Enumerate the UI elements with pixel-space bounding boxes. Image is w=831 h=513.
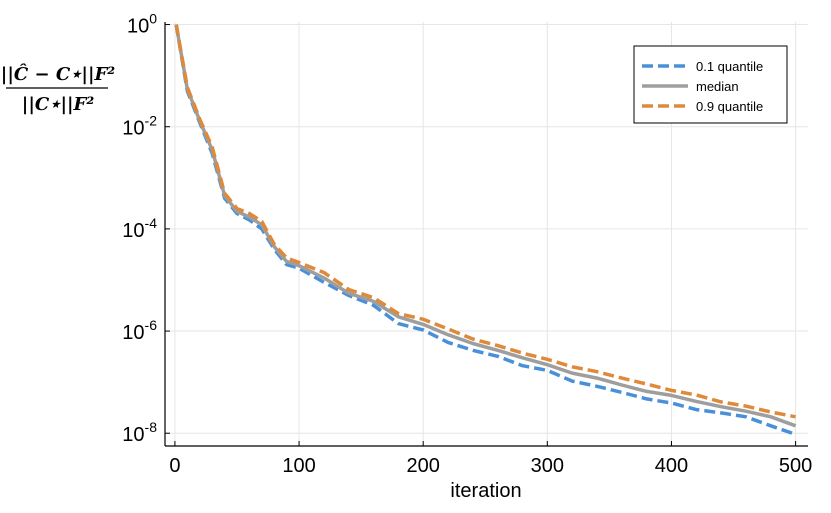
x-tick-label-1: 100 <box>282 455 315 477</box>
y-tick-label-4: 10-8 <box>122 419 157 446</box>
series-lines <box>174 24 797 437</box>
series-line-0-1-quantile <box>174 24 797 437</box>
axes <box>164 22 808 447</box>
y-tick-label-1: 10-2 <box>122 113 157 140</box>
series-line-0-9-quantile <box>174 24 796 419</box>
y-tick-label-0: 100 <box>127 11 157 38</box>
y-label-numerator: ||Ĉ − C⋆||F² <box>1 62 116 85</box>
y-axis-label: ||Ĉ − C⋆||F² ||C⋆||F² <box>1 62 116 115</box>
x-tick-label-2: 200 <box>407 455 440 477</box>
x-tick-label-0: 0 <box>169 455 180 477</box>
x-tick-label-3: 300 <box>531 455 564 477</box>
y-tick-label-3: 10-6 <box>122 317 157 344</box>
grid-lines <box>165 22 808 446</box>
y-label-denominator: ||C⋆||F² <box>22 94 95 115</box>
x-tick-labels: 0 100 200 300 400 500 <box>169 455 812 477</box>
legend: 0.1 quantile median 0.9 quantile <box>633 45 788 124</box>
legend-label-0: 0.1 quantile <box>696 59 763 74</box>
x-axis-label: iteration <box>450 480 521 502</box>
y-tick-label-2: 10-4 <box>122 215 157 242</box>
x-tick-label-4: 400 <box>655 455 688 477</box>
legend-label-1: median <box>696 79 739 94</box>
y-tick-labels: 100 10-2 10-4 10-6 10-8 <box>122 11 157 447</box>
legend-label-2: 0.9 quantile <box>696 99 763 114</box>
x-tick-label-5: 500 <box>779 455 812 477</box>
series-line-median <box>174 24 797 428</box>
